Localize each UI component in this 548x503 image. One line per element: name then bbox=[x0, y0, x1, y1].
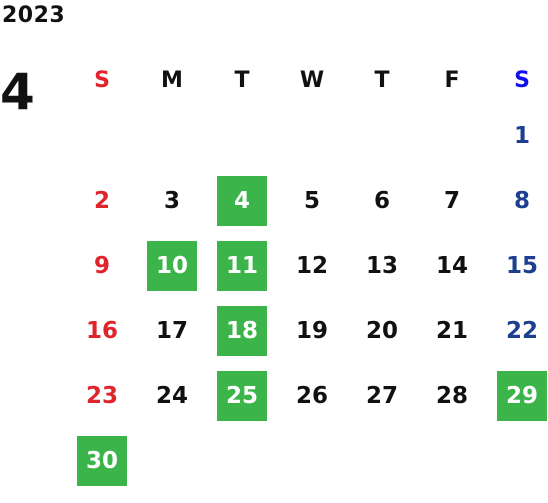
calendar-day[interactable]: 29 bbox=[487, 363, 548, 428]
calendar-day-number: 4 bbox=[217, 175, 267, 226]
calendar-grid: S M T W T F S 1 2 3 4 5 6 7 8 9 10 11 12 13 14 15 16 17 1… bbox=[67, 55, 548, 493]
calendar-day-number: 21 bbox=[435, 317, 468, 344]
calendar-day[interactable]: 14 bbox=[417, 233, 487, 298]
weekday-header-saturday: S bbox=[514, 67, 530, 93]
weekday-header-wednesday: W bbox=[299, 67, 325, 93]
calendar-day[interactable]: 28 bbox=[417, 363, 487, 428]
calendar-day-number: 2 bbox=[93, 187, 110, 214]
calendar-day-number: 19 bbox=[295, 317, 328, 344]
weekday-header-friday: F bbox=[444, 67, 460, 93]
calendar-day-number: 9 bbox=[93, 252, 110, 279]
calendar-day-number: 13 bbox=[365, 252, 398, 279]
calendar-day[interactable]: 6 bbox=[347, 168, 417, 233]
calendar-day-number: 3 bbox=[163, 187, 180, 214]
calendar-day-number: 28 bbox=[435, 382, 468, 409]
calendar-day-number: 30 bbox=[77, 435, 127, 486]
calendar-day[interactable]: 22 bbox=[487, 298, 548, 363]
calendar-day[interactable]: 9 bbox=[67, 233, 137, 298]
calendar-day[interactable]: 16 bbox=[67, 298, 137, 363]
calendar-day[interactable]: 26 bbox=[277, 363, 347, 428]
calendar-day-number: 8 bbox=[513, 187, 530, 214]
calendar-day[interactable]: 12 bbox=[277, 233, 347, 298]
calendar-day-number: 18 bbox=[217, 305, 267, 356]
calendar-day[interactable]: 10 bbox=[137, 233, 207, 298]
calendar-day[interactable]: 7 bbox=[417, 168, 487, 233]
calendar-day[interactable]: 15 bbox=[487, 233, 548, 298]
calendar-day-number: 22 bbox=[505, 317, 538, 344]
calendar-day-number: 25 bbox=[217, 370, 267, 421]
calendar-day-number: 16 bbox=[85, 317, 118, 344]
calendar-blank-cell bbox=[137, 103, 207, 168]
calendar-blank-cell bbox=[417, 103, 487, 168]
calendar-day-number: 12 bbox=[295, 252, 328, 279]
calendar-day-number: 17 bbox=[155, 317, 188, 344]
calendar-day[interactable]: 17 bbox=[137, 298, 207, 363]
calendar-blank-cell bbox=[277, 103, 347, 168]
calendar-day[interactable]: 5 bbox=[277, 168, 347, 233]
calendar-blank-cell bbox=[347, 103, 417, 168]
calendar-day[interactable]: 8 bbox=[487, 168, 548, 233]
calendar-month: 4 bbox=[0, 63, 35, 121]
calendar-day[interactable]: 27 bbox=[347, 363, 417, 428]
calendar-blank-cell bbox=[207, 103, 277, 168]
calendar-day[interactable]: 25 bbox=[207, 363, 277, 428]
calendar-blank-cell bbox=[67, 103, 137, 168]
calendar-day-number: 14 bbox=[435, 252, 468, 279]
calendar-day-number: 7 bbox=[443, 187, 460, 214]
calendar-day-number: 29 bbox=[497, 370, 547, 421]
calendar-day[interactable]: 23 bbox=[67, 363, 137, 428]
calendar-day[interactable]: 13 bbox=[347, 233, 417, 298]
calendar-day-number: 6 bbox=[373, 187, 390, 214]
calendar-day-number: 20 bbox=[365, 317, 398, 344]
calendar-day[interactable]: 4 bbox=[207, 168, 277, 233]
calendar-day[interactable]: 21 bbox=[417, 298, 487, 363]
calendar-day-number: 23 bbox=[85, 382, 118, 409]
weekday-header-tuesday: T bbox=[234, 67, 250, 93]
calendar-day-number: 24 bbox=[155, 382, 188, 409]
weekday-header-monday: M bbox=[161, 67, 183, 93]
weekday-header-sunday: S bbox=[94, 67, 110, 93]
calendar-day[interactable]: 20 bbox=[347, 298, 417, 363]
calendar-day-number: 11 bbox=[217, 240, 267, 291]
calendar-day[interactable]: 2 bbox=[67, 168, 137, 233]
calendar-day-number: 15 bbox=[505, 252, 538, 279]
calendar-day-number: 5 bbox=[303, 187, 320, 214]
calendar-day[interactable]: 18 bbox=[207, 298, 277, 363]
calendar-day-number: 1 bbox=[513, 122, 530, 149]
calendar-day-number: 26 bbox=[295, 382, 328, 409]
calendar-day-number: 10 bbox=[147, 240, 197, 291]
calendar-day[interactable]: 19 bbox=[277, 298, 347, 363]
calendar-day[interactable]: 11 bbox=[207, 233, 277, 298]
calendar-day[interactable]: 3 bbox=[137, 168, 207, 233]
calendar-day-number: 27 bbox=[365, 382, 398, 409]
calendar-day[interactable]: 30 bbox=[67, 428, 137, 493]
weekday-header-thursday: T bbox=[374, 67, 390, 93]
calendar-day[interactable]: 24 bbox=[137, 363, 207, 428]
calendar-year: 2023 bbox=[2, 3, 66, 28]
calendar-day[interactable]: 1 bbox=[487, 103, 548, 168]
